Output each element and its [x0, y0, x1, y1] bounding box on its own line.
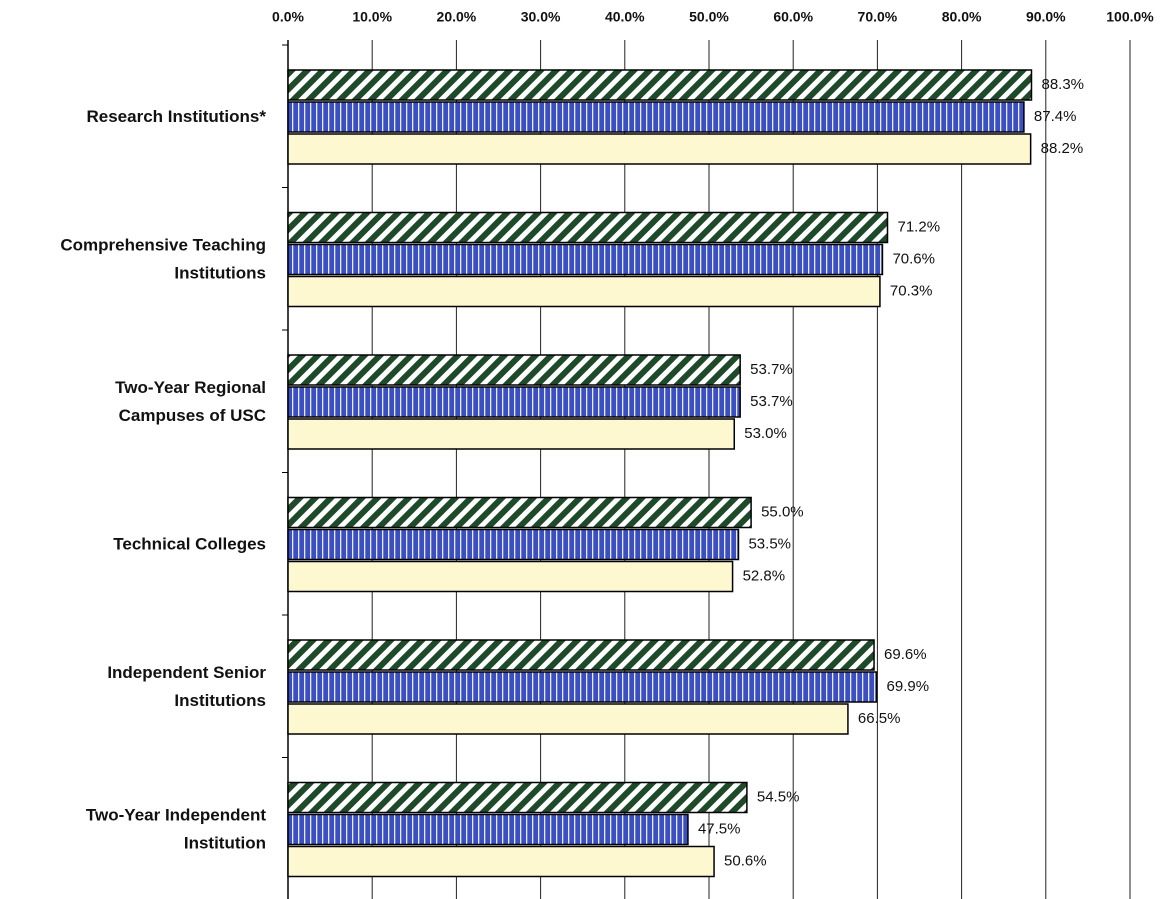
category-label-line: Institution	[184, 834, 266, 853]
value-label: 52.8%	[743, 567, 786, 584]
bar	[287, 703, 849, 735]
bar	[287, 639, 875, 671]
value-label: 53.7%	[750, 393, 793, 410]
x-tick-label: 100.0%	[1106, 9, 1154, 25]
x-tick-label: 10.0%	[352, 9, 392, 25]
x-tick-label: 40.0%	[605, 9, 645, 25]
bar	[287, 560, 734, 593]
category-label-line: Two-Year Regional	[115, 378, 266, 397]
value-label: 53.7%	[750, 361, 793, 378]
bar	[287, 528, 740, 561]
bar	[287, 813, 689, 846]
value-label: 70.6%	[892, 250, 935, 267]
value-label: 53.5%	[748, 535, 791, 552]
value-label: 53.0%	[744, 425, 787, 442]
category-label: Two-Year Independent Institution	[86, 806, 266, 853]
value-label: 55.0%	[761, 503, 804, 520]
bar	[287, 275, 881, 308]
value-label: 88.3%	[1041, 76, 1084, 93]
value-label: 69.6%	[884, 646, 927, 663]
x-tick-label: 30.0%	[521, 9, 561, 25]
x-tick-label: 80.0%	[942, 9, 982, 25]
bar	[287, 211, 889, 244]
x-tick-label: 70.0%	[858, 9, 898, 25]
bar	[287, 671, 878, 703]
category-label-line: Independent Senior	[107, 663, 266, 682]
bar	[287, 101, 1025, 133]
category-label-line: Two-Year Independent	[86, 806, 266, 825]
category-label-line: Institutions	[174, 264, 266, 283]
category-label-line: Technical Colleges	[113, 535, 266, 554]
category-label: Technical Colleges	[113, 535, 266, 554]
x-tick-label: 90.0%	[1026, 9, 1066, 25]
bar	[287, 243, 884, 276]
bar	[287, 133, 1032, 165]
category-label: Comprehensive Teaching Institutions	[60, 236, 266, 283]
bar	[287, 496, 752, 529]
bar	[287, 354, 741, 386]
x-tick-label: 60.0%	[773, 9, 813, 25]
bar	[287, 845, 715, 878]
value-label: 50.6%	[724, 852, 767, 869]
bar	[287, 418, 736, 450]
value-label: 66.5%	[858, 710, 901, 727]
value-label: 54.5%	[757, 788, 800, 805]
bar	[287, 386, 741, 418]
value-label: 88.2%	[1041, 140, 1084, 157]
category-label: Independent Senior Institutions	[107, 663, 266, 710]
category-label-line: Institutions	[174, 691, 266, 710]
value-label: 71.2%	[898, 218, 941, 235]
x-tick-label: 50.0%	[689, 9, 729, 25]
bar	[287, 781, 748, 814]
category-label-line: Research Institutions*	[87, 107, 267, 126]
value-label: 87.4%	[1034, 108, 1077, 125]
category-label-line: Campuses of USC	[119, 406, 266, 425]
value-label: 47.5%	[698, 820, 741, 837]
category-label: Two-Year Regional Campuses of USC	[115, 378, 266, 425]
x-tick-label: 20.0%	[437, 9, 477, 25]
value-label: 70.3%	[890, 282, 933, 299]
category-label: Research Institutions*	[87, 107, 267, 126]
category-label-line: Comprehensive Teaching	[60, 236, 266, 255]
x-tick-label: 0.0%	[272, 9, 304, 25]
value-label: 69.9%	[887, 678, 930, 695]
bar	[287, 69, 1033, 101]
